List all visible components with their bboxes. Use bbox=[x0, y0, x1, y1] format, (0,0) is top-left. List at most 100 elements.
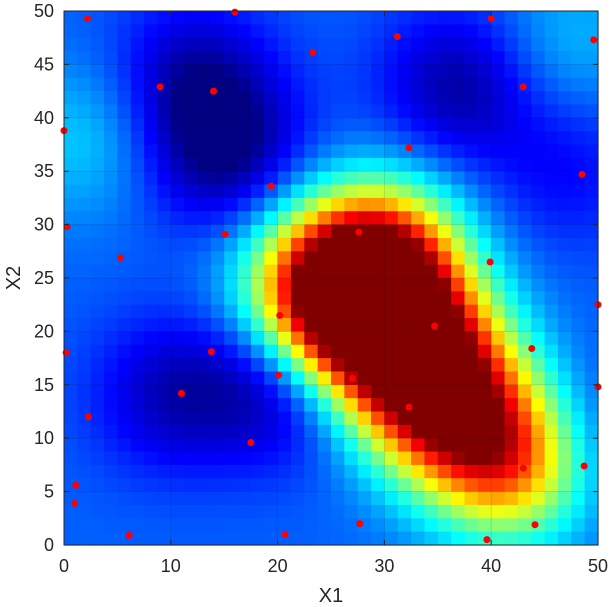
heat-cell bbox=[571, 278, 586, 292]
heat-cell bbox=[344, 291, 359, 306]
heat-cell bbox=[317, 104, 332, 119]
heat-cell bbox=[197, 318, 212, 332]
heat-cell bbox=[531, 331, 546, 346]
heat-cell bbox=[491, 398, 506, 413]
sample-point bbox=[221, 230, 229, 238]
heat-cell bbox=[357, 411, 372, 426]
heat-cell bbox=[264, 318, 279, 332]
heat-cell bbox=[170, 117, 185, 132]
heat-cell bbox=[331, 157, 345, 172]
heat-cell bbox=[117, 131, 132, 146]
heat-cell bbox=[504, 91, 519, 106]
heat-cell bbox=[451, 518, 466, 533]
heat-cell bbox=[584, 51, 599, 65]
heat-cell bbox=[384, 371, 399, 386]
heat-cell bbox=[184, 398, 199, 413]
heat-cell bbox=[144, 398, 159, 413]
heat-cell bbox=[264, 451, 279, 466]
heat-cell bbox=[64, 157, 78, 172]
heat-cell bbox=[304, 11, 319, 25]
heat-cell bbox=[571, 157, 586, 172]
heat-cell bbox=[130, 184, 145, 199]
heat-cell bbox=[504, 224, 519, 239]
heat-cell bbox=[264, 24, 279, 39]
heat-cell bbox=[304, 304, 319, 319]
heat-cell bbox=[571, 11, 586, 25]
heat-cell bbox=[344, 504, 359, 519]
heat-cell bbox=[464, 384, 479, 399]
heat-cell bbox=[184, 64, 199, 79]
heat-cell bbox=[424, 224, 439, 239]
heat-cell bbox=[371, 251, 385, 266]
heat-cell bbox=[304, 358, 319, 373]
heat-cell bbox=[424, 304, 439, 319]
heat-cell bbox=[504, 438, 519, 453]
heat-cell bbox=[357, 117, 372, 132]
heat-cell bbox=[357, 197, 372, 212]
heat-cell bbox=[304, 371, 319, 386]
heat-cell bbox=[557, 104, 572, 119]
heat-cell bbox=[144, 224, 159, 239]
heat-cell bbox=[264, 304, 279, 319]
heat-cell bbox=[491, 531, 506, 546]
heat-cell bbox=[557, 318, 572, 332]
heat-cell bbox=[411, 144, 426, 159]
heat-cell bbox=[264, 91, 279, 106]
heat-cell bbox=[424, 24, 439, 39]
heat-cell bbox=[477, 197, 492, 212]
heat-cell bbox=[437, 424, 452, 439]
heat-cell bbox=[304, 491, 319, 506]
heat-cell bbox=[477, 438, 492, 453]
heat-cell bbox=[184, 318, 199, 332]
heat-cell bbox=[317, 398, 332, 413]
heat-cell bbox=[371, 424, 385, 439]
heat-cell bbox=[117, 24, 132, 39]
heat-cell bbox=[77, 491, 92, 506]
heat-cell bbox=[290, 451, 305, 466]
heat-cell bbox=[531, 371, 546, 386]
heat-cell bbox=[157, 398, 172, 413]
heat-cell bbox=[504, 251, 519, 266]
heat-cell bbox=[584, 144, 599, 159]
heat-cell bbox=[130, 451, 145, 466]
heat-cell bbox=[464, 104, 479, 119]
heat-cell bbox=[504, 157, 519, 172]
heat-cell bbox=[64, 24, 78, 39]
heat-cell bbox=[250, 411, 265, 426]
heat-cell bbox=[531, 131, 546, 146]
heat-cell bbox=[477, 411, 492, 426]
heat-cell bbox=[64, 37, 78, 52]
heat-cell bbox=[264, 358, 279, 373]
heat-cell bbox=[504, 197, 519, 212]
heat-cell bbox=[77, 24, 92, 39]
heat-cell bbox=[504, 237, 519, 252]
heat-cell bbox=[557, 291, 572, 306]
heat-cell bbox=[464, 424, 479, 439]
heat-cell bbox=[331, 411, 345, 426]
heat-cell bbox=[357, 104, 372, 119]
heat-cell bbox=[304, 424, 319, 439]
heat-cell bbox=[491, 291, 506, 306]
heat-cell bbox=[290, 264, 305, 279]
heat-cell bbox=[64, 264, 78, 279]
heat-cell bbox=[504, 37, 519, 52]
heat-cell bbox=[184, 384, 199, 399]
heat-cell bbox=[224, 171, 239, 186]
heat-cell bbox=[584, 451, 599, 466]
heat-cell bbox=[224, 318, 239, 332]
heat-cell bbox=[477, 91, 492, 106]
heat-cell bbox=[117, 157, 132, 172]
heat-cell bbox=[104, 211, 118, 226]
heat-cell bbox=[544, 464, 559, 479]
heat-cell bbox=[464, 318, 479, 332]
heat-cell bbox=[544, 24, 559, 39]
heat-cell bbox=[544, 237, 559, 252]
heat-cell bbox=[237, 384, 252, 399]
heat-cell bbox=[531, 531, 546, 546]
sample-point bbox=[486, 258, 494, 266]
heat-cell bbox=[517, 531, 532, 546]
heat-cell bbox=[184, 371, 199, 386]
heat-cell bbox=[464, 344, 479, 359]
heat-cell bbox=[250, 64, 265, 79]
heat-cell bbox=[184, 464, 199, 479]
